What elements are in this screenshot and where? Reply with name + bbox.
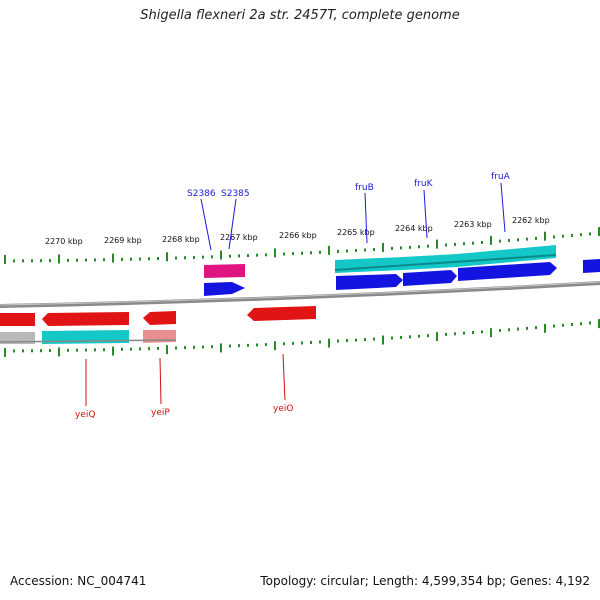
cds-track-reverse: [0, 306, 316, 326]
label-leader: [282, 353, 286, 401]
cds-arrow[interactable]: [403, 270, 457, 286]
gene-label-fruB[interactable]: fruB: [355, 183, 374, 193]
genome-title: Shigella flexneri 2a str. 2457T, complet…: [140, 8, 460, 23]
label-leader: [228, 198, 237, 250]
label-leader: [200, 198, 212, 251]
scale-labels: 2270 kbp 2269 kbp 2268 kbp 2267 kbp 2266…: [45, 216, 550, 246]
cds-arrow[interactable]: [458, 262, 557, 281]
gene-label-fruK[interactable]: fruK: [414, 179, 434, 189]
genome-summary-text: Topology: circular; Length: 4,599,354 bp…: [260, 574, 590, 588]
genome-backbone-highlight: [0, 281, 600, 306]
scale-label: 2265 kbp: [337, 228, 375, 237]
gene-labels-reverse: yeiQ yeiP yeiO: [75, 353, 293, 420]
scale-ticks-top: [4, 227, 600, 264]
cds-track-forward: [204, 259, 600, 296]
gene-labels-forward: S2386 S2385 fruB fruK fruA: [187, 172, 511, 251]
cds-arrow[interactable]: [336, 274, 403, 290]
scale-label: 2264 kbp: [395, 224, 433, 233]
scale-label: 2263 kbp: [454, 220, 492, 229]
label-leader: [423, 189, 428, 239]
cog-track-reverse: [0, 330, 177, 344]
accession-text: Accession: NC_004741: [10, 574, 147, 588]
cds-arrow[interactable]: [204, 282, 245, 296]
cog-feature[interactable]: [457, 245, 556, 267]
scale-label: 2267 kbp: [220, 233, 258, 242]
label-leader: [159, 357, 162, 405]
scale-ticks-bottom: [4, 319, 600, 357]
cds-arrow[interactable]: [247, 306, 316, 321]
label-leader: [364, 192, 368, 244]
cds-arrow[interactable]: [42, 312, 129, 326]
gene-label-yeiO[interactable]: yeiO: [273, 404, 293, 414]
gene-label-fruA[interactable]: fruA: [491, 172, 511, 182]
cog-track-forward: [204, 245, 557, 278]
cog-feature[interactable]: [204, 264, 245, 278]
gene-label-S2386[interactable]: S2386: [187, 189, 216, 199]
genome-backbone: [0, 281, 600, 308]
gene-label-yeiP[interactable]: yeiP: [151, 408, 170, 418]
cog-feature[interactable]: [335, 257, 403, 273]
gene-label-yeiQ[interactable]: yeiQ: [75, 410, 95, 420]
scale-label: 2262 kbp: [512, 216, 550, 225]
scale-label: 2269 kbp: [104, 236, 142, 245]
gene-label-S2385[interactable]: S2385: [221, 189, 250, 199]
cog-feature[interactable]: [403, 254, 457, 270]
scale-label: 2266 kbp: [279, 231, 317, 240]
scale-label: 2270 kbp: [45, 237, 83, 246]
cds-arrow[interactable]: [583, 259, 600, 273]
cds-arrow[interactable]: [143, 311, 176, 325]
scale-label: 2268 kbp: [162, 235, 200, 244]
cds-arrow[interactable]: [0, 313, 35, 326]
label-leader: [500, 182, 506, 233]
